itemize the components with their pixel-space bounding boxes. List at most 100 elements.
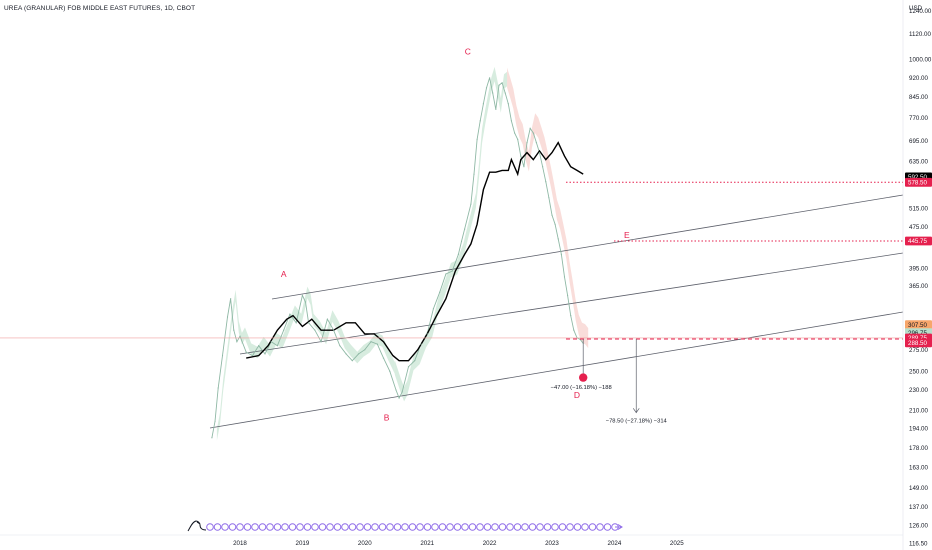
price-point <box>395 389 397 391</box>
price-point <box>264 353 266 355</box>
price-point <box>551 214 553 216</box>
event-marker-icon[interactable] <box>303 523 312 531</box>
event-marker-icon[interactable] <box>386 523 394 531</box>
event-marker-icon[interactable] <box>513 523 522 531</box>
level-288-tag[interactable] <box>905 338 932 348</box>
price-point <box>333 329 335 331</box>
event-marker-icon[interactable] <box>258 523 267 531</box>
target-marker[interactable] <box>579 373 588 382</box>
event-marker-icon[interactable] <box>401 523 409 531</box>
event-marker-icon[interactable] <box>356 523 364 531</box>
price-point <box>492 92 494 94</box>
x-tick-label: 2023 <box>545 540 559 547</box>
event-marker-icon[interactable] <box>251 523 259 531</box>
level-578-tag-text: 578.50 <box>908 180 927 187</box>
event-marker-icon[interactable] <box>408 523 417 531</box>
event-marker-icon[interactable] <box>393 523 402 531</box>
event-marker-icon[interactable] <box>506 523 514 531</box>
event-marker-icon[interactable] <box>476 523 484 531</box>
price-point <box>239 335 241 337</box>
price-line[interactable] <box>211 77 584 438</box>
y-tick-label: 149.00 <box>909 485 928 492</box>
y-tick-label: 250.00 <box>909 368 928 375</box>
price-point <box>570 315 572 317</box>
event-marker-icon[interactable] <box>311 523 319 531</box>
level-578-tag[interactable] <box>905 177 932 187</box>
event-marker-icon[interactable] <box>281 523 289 531</box>
price-point <box>501 82 503 84</box>
channel-lower-line[interactable] <box>209 311 904 429</box>
event-marker-icon[interactable] <box>581 523 589 531</box>
y-tick-label: 365.00 <box>909 283 928 290</box>
event-marker-icon[interactable] <box>371 523 379 531</box>
event-marker-icon[interactable] <box>288 523 297 531</box>
price-point <box>457 253 459 255</box>
price-point <box>401 391 403 393</box>
price-point <box>230 298 232 300</box>
event-marker-icon[interactable] <box>461 523 469 531</box>
event-marker-icon[interactable] <box>243 523 252 531</box>
channel-middle-line[interactable] <box>239 252 904 355</box>
event-marker-icon[interactable] <box>266 523 274 531</box>
event-marker-icon[interactable] <box>521 523 529 531</box>
y-tick-label: 275.00 <box>909 347 928 354</box>
price-point <box>557 238 559 240</box>
level-445-tag[interactable] <box>905 236 932 246</box>
event-marker-icon[interactable] <box>228 523 237 531</box>
event-marker-icon[interactable] <box>318 523 327 531</box>
event-marker-icon[interactable] <box>438 523 447 531</box>
event-marker-icon[interactable] <box>536 523 544 531</box>
level-296-tag-text: 296.75 <box>908 330 927 337</box>
event-marker-icon[interactable] <box>446 523 454 531</box>
event-marker-icon[interactable] <box>348 523 357 531</box>
event-marker-icon[interactable] <box>363 523 372 531</box>
price-point <box>538 152 541 154</box>
event-marker-icon[interactable] <box>588 523 597 531</box>
event-marker-icon[interactable] <box>221 523 229 531</box>
event-marker-icon[interactable] <box>498 523 507 531</box>
event-marker-icon[interactable] <box>551 523 559 531</box>
price-point <box>476 138 478 140</box>
price-point <box>489 77 491 79</box>
y-tick-label: 1120.00 <box>909 31 931 38</box>
event-marker-icon[interactable] <box>423 523 432 531</box>
price-point <box>295 322 297 324</box>
kijun-line[interactable] <box>246 141 584 362</box>
event-marker-icon[interactable] <box>596 523 604 531</box>
price-point <box>351 360 353 362</box>
event-marker-icon[interactable] <box>603 523 612 531</box>
event-marker-icon[interactable] <box>431 523 439 531</box>
channel-upper-line[interactable] <box>271 194 904 300</box>
event-marker-icon[interactable] <box>326 523 334 531</box>
event-marker-icon[interactable] <box>416 523 424 531</box>
level-307-tag[interactable] <box>905 320 932 329</box>
event-marker-icon[interactable] <box>468 523 477 531</box>
event-marker-icon[interactable] <box>491 523 499 531</box>
wave-label-d: D <box>574 390 580 400</box>
tradingview-logo-icon[interactable] <box>187 520 207 532</box>
event-marker-icon[interactable] <box>543 523 552 531</box>
wave-label-a: A <box>281 269 287 279</box>
event-marker-icon[interactable] <box>378 523 387 531</box>
event-marker-icon[interactable] <box>206 523 214 531</box>
cloud-red-decline <box>507 67 589 349</box>
event-marker-icon[interactable] <box>273 523 282 531</box>
y-tick-label: 178.00 <box>909 445 928 452</box>
price-point <box>211 437 213 439</box>
event-marker-icon[interactable] <box>341 523 349 531</box>
event-marker-icon[interactable] <box>236 523 244 531</box>
event-marker-icon[interactable] <box>333 523 342 531</box>
event-marker-icon[interactable] <box>566 523 574 531</box>
event-marker-icon[interactable] <box>483 523 492 531</box>
price-point <box>529 127 531 129</box>
event-marker-icon[interactable] <box>528 523 537 531</box>
event-marker-icon[interactable] <box>453 523 462 531</box>
event-marker-icon[interactable] <box>296 523 304 531</box>
cloud-green-early <box>216 286 395 441</box>
event-marker-icon[interactable] <box>213 523 222 531</box>
price-point <box>513 132 516 134</box>
event-marker-icon[interactable] <box>558 523 567 531</box>
price-point <box>573 329 575 331</box>
event-marker-icon[interactable] <box>573 523 582 531</box>
